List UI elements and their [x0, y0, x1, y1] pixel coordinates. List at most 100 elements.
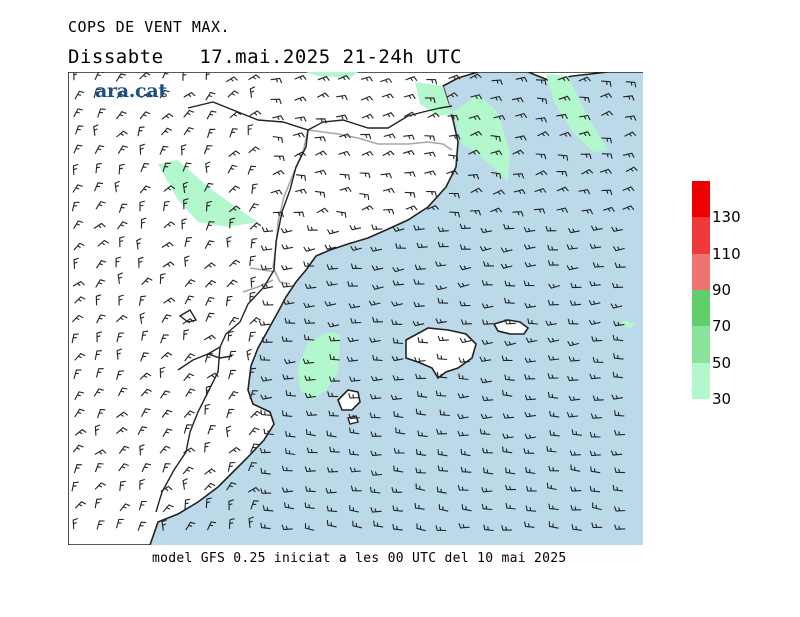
wind-barb — [547, 373, 559, 379]
wind-barb — [182, 478, 188, 490]
wind-barb — [610, 450, 623, 456]
wind-barb — [292, 132, 305, 138]
wind-barb — [73, 369, 82, 379]
wind-barb — [581, 208, 594, 215]
model-footer: model GFS 0.25 iniciat a les 00 UTC del … — [152, 551, 567, 566]
wind-barb — [435, 390, 447, 397]
wind-barb — [206, 128, 216, 139]
wind-barb — [493, 114, 506, 121]
wind-barb — [304, 392, 317, 399]
wind-barb — [370, 450, 382, 457]
wind-barb — [457, 413, 469, 420]
wind-barb — [270, 77, 283, 84]
wind-barb — [204, 182, 214, 192]
wind-barb — [226, 408, 235, 419]
wind-barb — [370, 375, 383, 382]
wind-barb — [260, 376, 273, 382]
wind-barb — [547, 300, 559, 306]
wind-barb — [183, 109, 195, 118]
wind-barb — [272, 135, 283, 143]
wind-barb — [459, 223, 471, 230]
wind-barb — [205, 296, 215, 306]
wind-barb — [592, 356, 604, 363]
wind-barb — [581, 169, 594, 175]
wind-barb — [502, 446, 513, 454]
wind-barb — [74, 296, 86, 304]
wind-barb — [305, 410, 318, 416]
wind-barb — [314, 150, 328, 156]
wind-barb — [138, 500, 147, 511]
wind-barb — [526, 485, 537, 492]
wind-barb — [404, 171, 416, 177]
wind-barb — [304, 523, 315, 531]
wind-barb — [413, 279, 425, 285]
wind-barb — [72, 163, 79, 176]
wind-barb — [446, 169, 459, 175]
wind-barb — [141, 330, 149, 341]
wind-barb — [481, 395, 494, 402]
wind-barb — [116, 348, 122, 360]
wind-barb — [247, 124, 254, 135]
wind-barb — [327, 391, 339, 398]
wind-barb — [458, 373, 469, 381]
wind-barb — [348, 449, 360, 456]
wind-barb — [435, 318, 447, 324]
wind-barb — [469, 73, 482, 79]
wind-barb — [402, 150, 415, 156]
wind-barb — [457, 393, 470, 399]
wind-barb — [259, 447, 271, 454]
wind-barb — [160, 127, 173, 136]
wind-barb — [547, 244, 559, 251]
wind-barb — [592, 502, 602, 511]
wind-barb — [250, 443, 260, 453]
wind-barb — [460, 448, 471, 457]
wind-barb — [570, 486, 582, 492]
wind-barb — [370, 507, 382, 513]
wind-barb — [72, 314, 84, 323]
wind-barb — [73, 464, 83, 474]
wind-barb — [305, 486, 316, 493]
wind-barb — [556, 170, 568, 177]
wind-barb — [204, 353, 213, 363]
wind-barb — [588, 319, 601, 326]
wind-barb — [405, 205, 418, 211]
wind-barb — [611, 282, 624, 289]
wind-barb — [162, 504, 174, 513]
wind-barb — [524, 521, 535, 528]
wind-barb — [159, 445, 171, 454]
wind-barb — [491, 79, 503, 85]
wind-barb — [348, 413, 360, 420]
wind-barb — [248, 516, 254, 528]
wind-barb — [556, 207, 569, 213]
wind-barb — [139, 200, 146, 212]
wind-barb — [613, 353, 624, 360]
wind-barb — [568, 356, 580, 362]
wind-barb — [426, 190, 437, 197]
wind-barb — [159, 273, 166, 284]
wind-barb — [141, 277, 153, 286]
wind-barb — [183, 373, 195, 382]
wind-barb — [139, 312, 145, 324]
wind-barb — [284, 502, 295, 510]
wind-barb — [184, 255, 190, 267]
wind-barb — [228, 390, 239, 400]
legend-swatch — [692, 326, 710, 363]
wind-barb — [314, 169, 327, 176]
wind-barb — [436, 486, 447, 494]
wind-barb — [304, 283, 317, 289]
wind-barb — [514, 135, 527, 141]
wind-barb — [391, 355, 404, 362]
wind-barb — [373, 520, 384, 528]
wind-barb — [262, 505, 274, 512]
wind-barb — [546, 482, 557, 491]
wind-barb — [339, 173, 351, 180]
wind-barb — [225, 76, 238, 83]
legend-swatch — [692, 181, 710, 218]
wind-barb — [140, 163, 150, 173]
map-panel — [68, 72, 643, 545]
wind-barb — [578, 76, 591, 82]
wind-barb — [258, 320, 271, 326]
wind-barb — [285, 390, 297, 397]
wind-barb — [502, 413, 515, 419]
wind-barb — [571, 524, 582, 531]
